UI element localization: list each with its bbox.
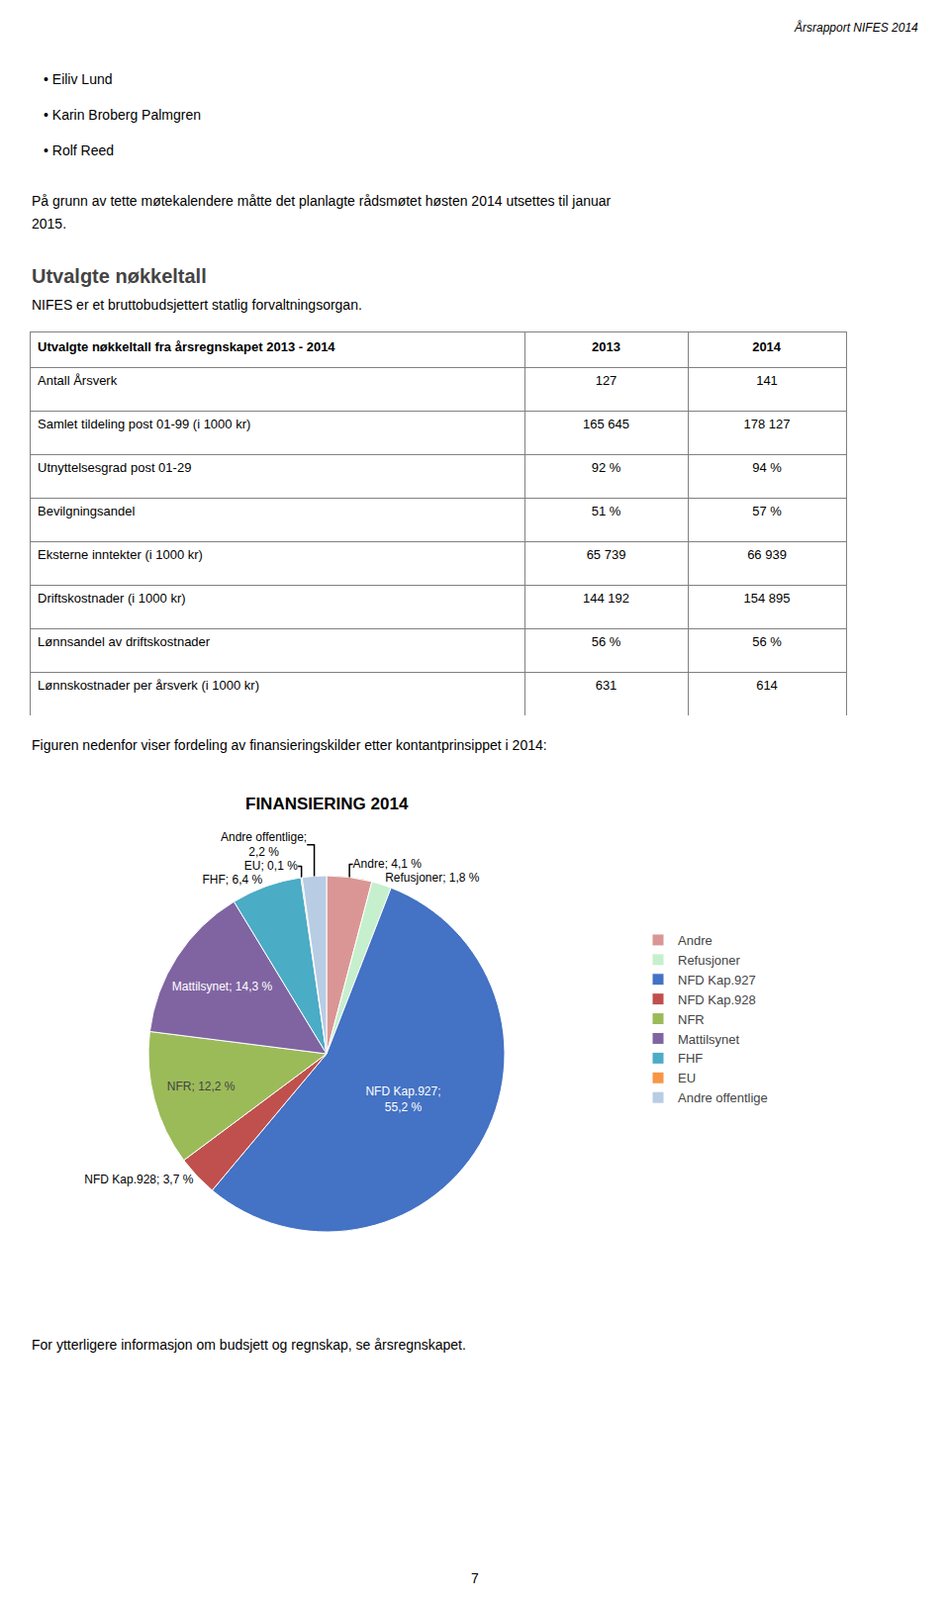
svg-text:Andre offentlige: Andre offentlige <box>677 1090 768 1106</box>
svg-text:• Karin Broberg Palmgren: • Karin Broberg Palmgren <box>43 106 201 123</box>
svg-text:Lønnskostnader per årsverk (i: Lønnskostnader per årsverk (i 1000 kr) <box>37 677 260 693</box>
svg-text:NFR; 12,2 %: NFR; 12,2 % <box>167 1079 236 1094</box>
svg-text:Årsrapport NIFES 2014: Årsrapport NIFES 2014 <box>793 19 919 35</box>
svg-text:Figuren nedenfor viser fordeli: Figuren nedenfor viser fordeling av fina… <box>31 737 548 754</box>
svg-text:NFD Kap.928; 3,7 %: NFD Kap.928; 3,7 % <box>84 1172 193 1187</box>
svg-text:141: 141 <box>756 373 778 388</box>
svg-text:614: 614 <box>756 677 778 693</box>
svg-text:144 192: 144 192 <box>582 590 630 606</box>
svg-text:2015.: 2015. <box>31 215 67 232</box>
svg-text:FHF: FHF <box>677 1050 703 1066</box>
svg-text:Bevilgningsandel: Bevilgningsandel <box>37 503 135 519</box>
svg-text:FINANSIERING 2014: FINANSIERING 2014 <box>245 794 409 814</box>
svg-text:EU: EU <box>677 1070 696 1086</box>
svg-text:154 895: 154 895 <box>744 590 791 606</box>
svg-text:FHF; 6,4 %: FHF; 6,4 % <box>202 872 264 887</box>
svg-text:57 %: 57 % <box>752 503 782 519</box>
svg-text:94 %: 94 % <box>752 460 782 475</box>
svg-text:51 %: 51 % <box>591 503 622 519</box>
svg-text:Refusjoner: Refusjoner <box>677 952 742 968</box>
svg-text:Antall Årsverk: Antall Årsverk <box>37 373 118 388</box>
svg-text:66 939: 66 939 <box>747 547 787 563</box>
svg-text:Andre; 4,1 %: Andre; 4,1 % <box>353 856 423 871</box>
svg-text:NFR: NFR <box>677 1012 705 1028</box>
svg-text:Andre: Andre <box>677 933 713 949</box>
svg-text:Utnyttelsesgrad post 01-29: Utnyttelsesgrad post 01-29 <box>37 460 191 475</box>
svg-text:Utvalgte nøkkeltall fra årsreg: Utvalgte nøkkeltall fra årsregnskapet 20… <box>37 339 336 355</box>
svg-text:Lønnsandel av driftskostnader: Lønnsandel av driftskostnader <box>37 634 211 650</box>
svg-text:Andre offentlige;2,2 %: Andre offentlige;2,2 % <box>220 830 307 860</box>
svg-text:Refusjoner; 1,8 %: Refusjoner; 1,8 % <box>384 870 480 885</box>
svg-text:7: 7 <box>471 1570 479 1587</box>
svg-text:Samlet tildeling post 01-99 (i: Samlet tildeling post 01-99 (i 1000 kr) <box>37 416 251 432</box>
svg-text:178 127: 178 127 <box>744 416 791 432</box>
svg-text:Mattilsynet: Mattilsynet <box>677 1032 741 1047</box>
svg-text:65 739: 65 739 <box>586 547 627 563</box>
svg-text:NFD Kap.928: NFD Kap.928 <box>677 992 757 1008</box>
svg-text:NFD Kap.927;55,2 %: NFD Kap.927;55,2 % <box>365 1084 441 1115</box>
svg-text:Driftskostnader (i 1000 kr): Driftskostnader (i 1000 kr) <box>37 590 187 606</box>
svg-text:2014: 2014 <box>752 339 782 355</box>
svg-text:NIFES er et bruttobudsjettert: NIFES er et bruttobudsjettert statlig fo… <box>31 296 363 313</box>
svg-text:• Eiliv Lund: • Eiliv Lund <box>43 71 113 88</box>
svg-text:Utvalgte nøkkeltall: Utvalgte nøkkeltall <box>31 265 207 287</box>
svg-text:Mattilsynet; 14,3 %: Mattilsynet; 14,3 % <box>172 979 274 994</box>
svg-text:NFD Kap.927: NFD Kap.927 <box>677 972 757 988</box>
svg-text:56 %: 56 % <box>591 634 622 650</box>
svg-text:631: 631 <box>595 677 618 693</box>
svg-text:På grunn av tette møtekalender: På grunn av tette møtekalendere måtte de… <box>31 192 612 209</box>
svg-text:127: 127 <box>595 373 618 388</box>
svg-text:2013: 2013 <box>591 339 621 355</box>
svg-text:56 %: 56 % <box>752 634 782 650</box>
svg-text:• Rolf Reed: • Rolf Reed <box>43 142 114 159</box>
svg-text:Eksterne inntekter (i 1000 kr): Eksterne inntekter (i 1000 kr) <box>37 547 203 563</box>
svg-text:EU; 0,1 %: EU; 0,1 % <box>244 858 298 873</box>
svg-text:165 645: 165 645 <box>582 416 630 432</box>
svg-text:92 %: 92 % <box>591 460 622 475</box>
svg-text:For ytterligere informasjon om: For ytterligere informasjon om budsjett … <box>31 1336 467 1353</box>
